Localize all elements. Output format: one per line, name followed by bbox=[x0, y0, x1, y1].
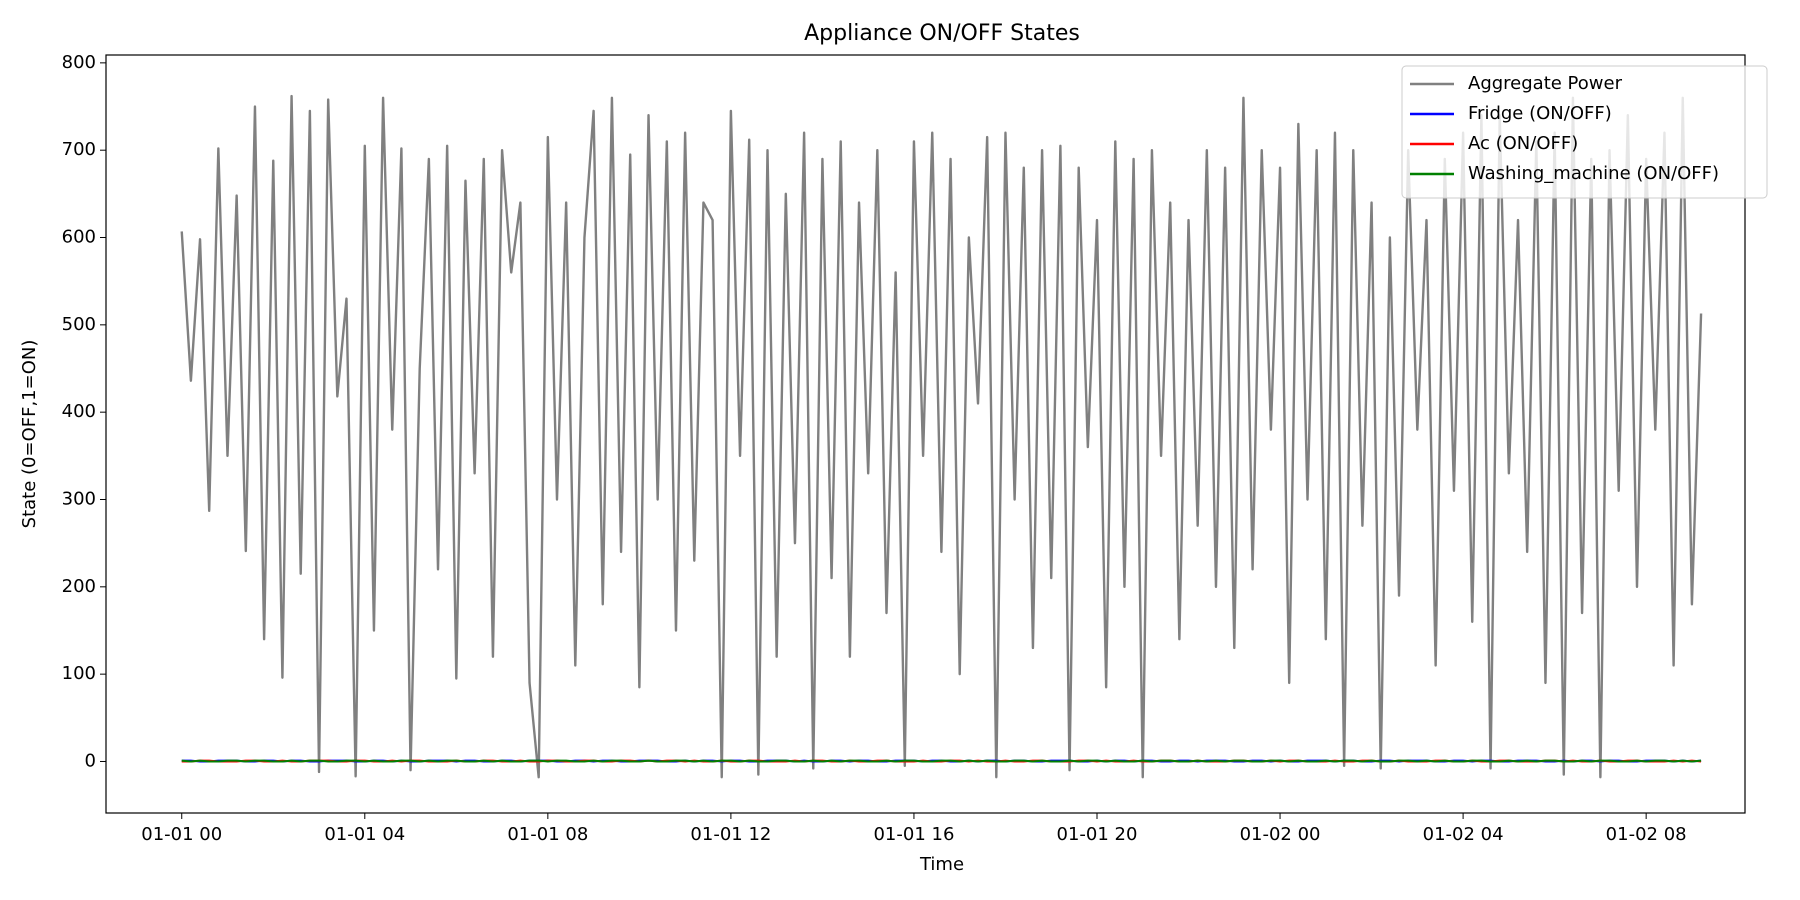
x-tick-label: 01-02 04 bbox=[1423, 824, 1504, 845]
y-tick-label: 700 bbox=[62, 139, 96, 160]
chart-title: Appliance ON/OFF States bbox=[804, 21, 1080, 46]
y-tick-label: 400 bbox=[62, 401, 96, 422]
legend-label: Washing_machine (ON/OFF) bbox=[1468, 163, 1719, 184]
x-axis-label: Time bbox=[919, 854, 964, 875]
legend-box bbox=[1401, 65, 1768, 199]
x-tick-label: 01-02 00 bbox=[1240, 824, 1321, 845]
y-tick-label: 800 bbox=[62, 52, 96, 73]
legend-label: Ac (ON/OFF) bbox=[1468, 133, 1578, 154]
series-line bbox=[180, 94, 1703, 779]
y-tick-label: 0 bbox=[85, 750, 96, 771]
y-tick-label: 500 bbox=[62, 314, 96, 335]
x-tick-label: 01-02 08 bbox=[1606, 824, 1687, 845]
legend-label: Fridge (ON/OFF) bbox=[1468, 103, 1612, 124]
x-tick-label: 01-01 12 bbox=[690, 824, 771, 845]
y-axis-label: State (0=OFF,1=ON) bbox=[19, 340, 40, 529]
x-tick-label: 01-01 08 bbox=[507, 824, 588, 845]
x-tick-label: 01-01 20 bbox=[1057, 824, 1138, 845]
x-tick-label: 01-01 16 bbox=[873, 824, 954, 845]
series-line bbox=[181, 759, 1702, 763]
axes-frame bbox=[105, 54, 1746, 814]
x-tick-label: 01-01 00 bbox=[141, 824, 222, 845]
x-tick-label: 01-01 04 bbox=[324, 824, 405, 845]
y-tick-label: 200 bbox=[62, 576, 96, 597]
y-tick-label: 100 bbox=[62, 663, 96, 684]
y-tick-label: 600 bbox=[62, 227, 96, 248]
plot-area bbox=[180, 94, 1703, 779]
legend: Aggregate Power Fridge (ON/OFF) Ac (ON/OFF… bbox=[1401, 65, 1768, 199]
y-tick-label: 300 bbox=[62, 488, 96, 509]
legend-label: Aggregate Power bbox=[1468, 73, 1623, 94]
